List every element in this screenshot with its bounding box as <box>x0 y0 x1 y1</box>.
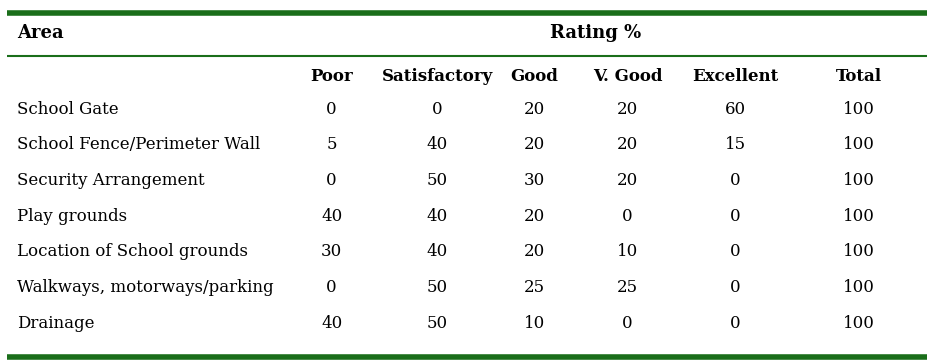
Text: 5: 5 <box>326 136 337 153</box>
Text: 50: 50 <box>427 315 447 332</box>
Text: Walkways, motorways/parking: Walkways, motorways/parking <box>17 279 274 296</box>
Text: Poor: Poor <box>310 68 353 85</box>
Text: 20: 20 <box>617 172 638 189</box>
Text: Location of School grounds: Location of School grounds <box>17 244 248 260</box>
Text: Rating %: Rating % <box>550 24 641 42</box>
Text: 100: 100 <box>843 172 875 189</box>
Text: 50: 50 <box>427 279 447 296</box>
Text: 60: 60 <box>725 101 745 118</box>
Text: Excellent: Excellent <box>692 68 778 85</box>
Text: 40: 40 <box>321 208 342 225</box>
Text: 0: 0 <box>326 101 337 118</box>
Text: 0: 0 <box>729 172 741 189</box>
Text: Satisfactory: Satisfactory <box>381 68 493 85</box>
Text: 25: 25 <box>617 279 638 296</box>
Text: 100: 100 <box>843 208 875 225</box>
Text: 0: 0 <box>729 244 741 260</box>
Text: 100: 100 <box>843 101 875 118</box>
Text: 40: 40 <box>427 244 447 260</box>
Text: 0: 0 <box>326 279 337 296</box>
Text: 20: 20 <box>524 244 545 260</box>
Text: 0: 0 <box>729 208 741 225</box>
Text: 15: 15 <box>725 136 745 153</box>
Text: Area: Area <box>17 24 64 42</box>
Text: Drainage: Drainage <box>17 315 94 332</box>
Text: 50: 50 <box>427 172 447 189</box>
Text: 100: 100 <box>843 315 875 332</box>
Text: 20: 20 <box>524 101 545 118</box>
Text: 20: 20 <box>524 136 545 153</box>
Text: V. Good: V. Good <box>593 68 662 85</box>
Text: 0: 0 <box>729 279 741 296</box>
Text: Security Arrangement: Security Arrangement <box>17 172 205 189</box>
Text: 25: 25 <box>524 279 545 296</box>
Text: 100: 100 <box>843 244 875 260</box>
Text: Total: Total <box>836 68 883 85</box>
Text: 0: 0 <box>432 101 443 118</box>
Text: 0: 0 <box>729 315 741 332</box>
Text: 0: 0 <box>622 208 633 225</box>
Text: Good: Good <box>510 68 559 85</box>
Text: 10: 10 <box>524 315 545 332</box>
Text: 0: 0 <box>326 172 337 189</box>
Text: 40: 40 <box>427 136 447 153</box>
Text: 0: 0 <box>622 315 633 332</box>
Text: 100: 100 <box>843 136 875 153</box>
Text: 20: 20 <box>524 208 545 225</box>
Text: 20: 20 <box>617 136 638 153</box>
Text: 30: 30 <box>321 244 342 260</box>
Text: 40: 40 <box>321 315 342 332</box>
Text: 20: 20 <box>617 101 638 118</box>
Text: 100: 100 <box>843 279 875 296</box>
Text: School Gate: School Gate <box>17 101 119 118</box>
Text: 10: 10 <box>617 244 638 260</box>
Text: 30: 30 <box>524 172 545 189</box>
Text: Play grounds: Play grounds <box>17 208 127 225</box>
Text: 40: 40 <box>427 208 447 225</box>
Text: School Fence/Perimeter Wall: School Fence/Perimeter Wall <box>17 136 260 153</box>
